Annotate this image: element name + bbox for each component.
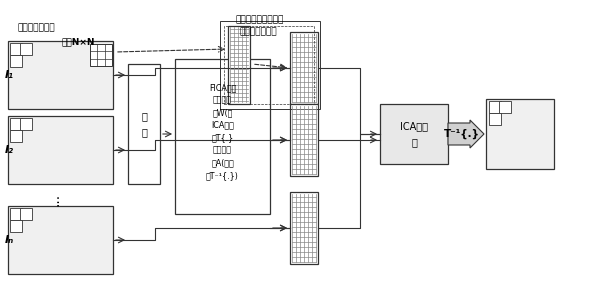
Text: 以这样的形式存储到: 以这样的形式存储到 (235, 15, 283, 24)
Bar (8, 41, 113, 109)
Text: ...: ... (48, 192, 62, 206)
Bar (10, 55, 22, 67)
Bar (228, 26, 250, 104)
Text: 选
块: 选 块 (141, 111, 147, 137)
Bar (380, 104, 448, 164)
Bar (486, 99, 554, 169)
Bar (90, 44, 112, 66)
Bar (8, 116, 113, 184)
Text: FICA算法
求分离矩
阵W(即
ICA域的
核T{.}
和混合矩
阵A(核的
逆T⁻¹{.}): FICA算法 求分离矩 阵W(即 ICA域的 核T{.} 和混合矩 阵A(核的 … (206, 83, 239, 180)
Text: ICA域融
合: ICA域融 合 (400, 121, 428, 147)
Bar (489, 113, 501, 125)
Bar (175, 59, 270, 214)
Bar (10, 43, 22, 55)
Text: 大小N×N: 大小N×N (62, 37, 96, 46)
Bar (290, 192, 318, 264)
Bar (10, 130, 22, 142)
Text: I₁: I₁ (5, 70, 14, 80)
Bar (10, 208, 22, 220)
Bar (220, 21, 320, 109)
Bar (290, 32, 318, 104)
Bar (128, 64, 160, 184)
Bar (489, 101, 501, 113)
Bar (20, 43, 32, 55)
Text: I₂: I₂ (5, 145, 14, 155)
Bar (20, 208, 32, 220)
Bar (10, 220, 22, 232)
Bar (224, 26, 314, 104)
Bar (8, 206, 113, 274)
Bar (20, 118, 32, 130)
Text: 集合里进行选块: 集合里进行选块 (240, 27, 278, 36)
Text: T⁻¹{.}: T⁻¹{.} (444, 129, 480, 139)
FancyArrow shape (448, 120, 484, 148)
Bar (290, 104, 318, 176)
Text: Iₙ: Iₙ (5, 235, 15, 245)
Bar (499, 101, 511, 113)
Bar (10, 118, 22, 130)
Text: 平滑分出的小块: 平滑分出的小块 (18, 23, 56, 32)
